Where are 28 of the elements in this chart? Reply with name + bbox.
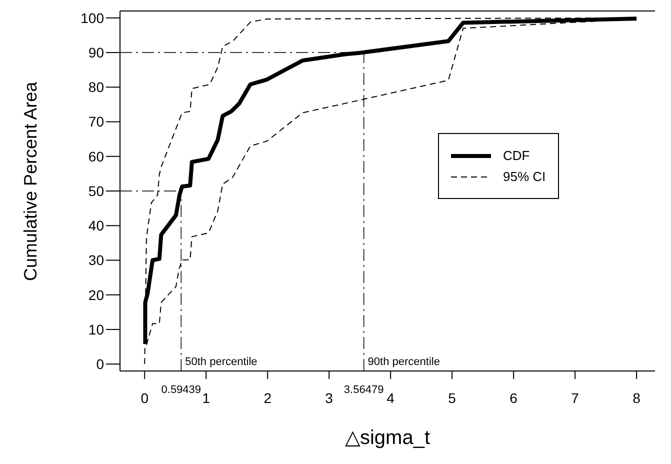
x-tick-label: 1 [202,390,210,406]
y-tick-label: 60 [88,148,104,164]
x-tick-label: 7 [571,390,580,406]
y-tick-label: 20 [88,286,104,303]
y-tick-label: 30 [88,252,104,268]
y-tick-label: 40 [88,218,104,234]
text: 0.59439 [161,384,202,396]
x-tick-label: 6 [510,390,518,406]
y-tick-label: 90 [88,44,104,61]
y-tick-label: 80 [88,79,104,96]
text: 3.56479 [344,384,384,396]
x-tick-label: 5 [448,390,456,406]
y-tick-label: 70 [88,114,104,130]
y-tick-label: 10 [88,321,104,338]
x-tick-label: 2 [264,390,272,406]
y-axis-title: Cumulative Percent Area [20,80,40,281]
ref-line-label: 90th percentile [368,356,440,368]
x-tick-label: 4 [386,390,395,406]
x-tick-label: 0 [140,390,149,406]
x-tick-label: 8 [632,390,641,406]
x-axis-title: △sigma_t [344,427,430,449]
y-tick-label: 0 [96,356,104,372]
x-tick-label: 3 [325,390,334,406]
y-tick-label: 50 [88,182,104,199]
legend-label: CDF [503,148,530,163]
ref-line-label: 50th percentile [185,356,258,368]
y-tick-label: 100 [80,10,104,26]
legend-label: 95% CI [503,169,546,184]
